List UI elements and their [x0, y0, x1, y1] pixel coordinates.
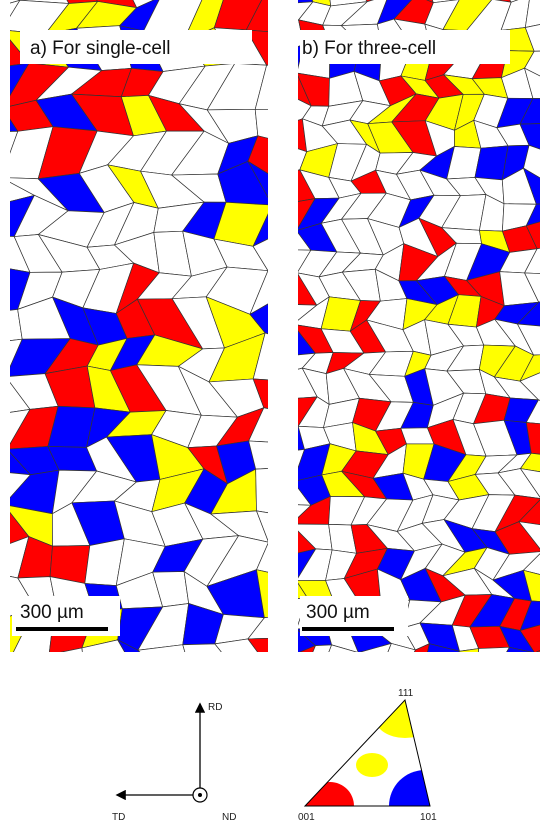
grain: [255, 510, 268, 542]
scale-bar: [16, 627, 108, 631]
grain: [519, 98, 540, 125]
grain: [81, 639, 126, 652]
grain: [523, 247, 540, 274]
label-box: [20, 30, 252, 64]
grain: [249, 270, 268, 316]
grain: [524, 0, 540, 28]
grain: [414, 643, 430, 652]
grain: [247, 160, 268, 199]
grain: [387, 643, 416, 652]
nd-label: ND: [222, 812, 236, 823]
grain: [516, 301, 540, 327]
grain: [256, 542, 268, 573]
grain: [254, 64, 268, 110]
scale-label: 300 µm: [306, 602, 370, 623]
grain: [247, 637, 268, 652]
grain: [252, 378, 268, 409]
grain: [519, 624, 540, 652]
grain: [245, 0, 268, 33]
ipf-top: 111: [398, 688, 414, 699]
grain: [522, 167, 540, 205]
grain: [497, 468, 540, 499]
grain: [209, 510, 268, 543]
grain: [519, 372, 540, 401]
grain: [132, 0, 155, 9]
grain: [518, 499, 540, 526]
grain: [252, 238, 268, 272]
ipf-fill: [305, 700, 430, 806]
grain: [525, 203, 540, 227]
grain-map-a: [10, 0, 268, 683]
grain: [525, 422, 540, 455]
grain: [116, 638, 141, 652]
grain: [519, 123, 540, 150]
grain: [247, 616, 268, 640]
grain: [252, 332, 268, 381]
grain: [252, 213, 268, 248]
grain: [256, 569, 268, 619]
ipf-triangle: [303, 698, 431, 807]
grain: [525, 221, 540, 250]
grain: [248, 407, 268, 443]
grain: [248, 440, 268, 470]
grain: [523, 144, 540, 179]
nd-dot: [198, 793, 202, 797]
grain: [137, 644, 186, 652]
grain: [519, 452, 540, 473]
grain: [214, 638, 259, 652]
grain: [312, 644, 333, 652]
grain: [494, 521, 540, 555]
grain: [518, 521, 540, 550]
rd-label: RD: [208, 702, 222, 713]
grain: [524, 24, 540, 52]
grain-map-b: [298, 0, 540, 652]
grain: [478, 646, 511, 652]
scale-label: 300 µm: [20, 602, 84, 623]
ipf-left: 001: [298, 812, 315, 823]
label-box: [300, 30, 510, 64]
grain: [535, 650, 540, 652]
grain: [519, 600, 540, 632]
grain: [523, 67, 540, 99]
grain: [298, 118, 308, 153]
grain: [249, 303, 268, 335]
grain: [506, 646, 533, 652]
grain: [525, 399, 540, 425]
panel-label: a) For single-cell: [30, 38, 170, 59]
grain: [427, 643, 461, 652]
td-label: TD: [112, 812, 125, 823]
panel-label: b) For three-cell: [302, 38, 436, 59]
ipf-right: 101: [420, 812, 437, 823]
grain: [523, 272, 540, 303]
grain: [12, 655, 54, 683]
grain: [519, 468, 540, 498]
grain: [359, 642, 392, 652]
grain: [328, 644, 358, 652]
grain: [522, 553, 540, 575]
grain: [298, 19, 305, 47]
grain: [254, 108, 268, 139]
grain: [458, 648, 480, 652]
grain: [516, 323, 540, 356]
grain: [255, 468, 268, 514]
grain: [522, 569, 540, 602]
grain: [182, 643, 222, 652]
grain: [299, 644, 317, 652]
scale-bar: [302, 627, 394, 631]
grain: [217, 160, 268, 206]
grain: [60, 647, 83, 652]
grain: [499, 625, 535, 652]
